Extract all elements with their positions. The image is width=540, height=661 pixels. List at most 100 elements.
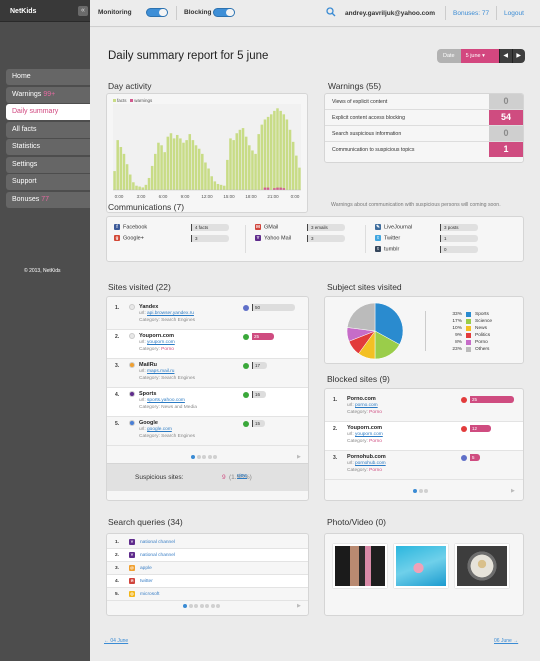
facts-bar (128, 174, 132, 190)
pager-dot[interactable] (424, 489, 428, 493)
date-select[interactable]: 5 june ▾ (460, 49, 499, 63)
site-url-link[interactable]: youporn.com (147, 340, 175, 345)
site-url-link[interactable]: api.browser.yandex.ru (147, 311, 194, 316)
site-url-link[interactable]: youporn.com (355, 432, 383, 437)
facts-bar (257, 134, 260, 190)
warning-row[interactable]: Search suspicious information 0 (325, 126, 523, 142)
sidebar-item-settings[interactable]: Settings (6, 156, 90, 173)
sidebar-item-support[interactable]: Support (6, 174, 90, 190)
next-day-link[interactable]: 06 June → (494, 638, 519, 644)
divider (496, 6, 497, 20)
query-text[interactable]: twitter (140, 579, 153, 584)
legend-percent: 33% (452, 312, 462, 317)
site-row[interactable]: 3. MailRu url: maps.mail.ru Category: Searc… (107, 359, 308, 388)
next-date-button[interactable]: ▶ (511, 49, 525, 63)
communication-item[interactable]: Y Yahoo Mail (255, 235, 291, 241)
communication-item[interactable]: t Twitter (375, 235, 400, 241)
blocked-site-row[interactable]: 3. Pornohub.com url: pornohub.com Category:… (325, 451, 523, 480)
sidebar: NetKids « Home Warnings 99+ Daily summary… (0, 0, 90, 661)
query-text[interactable]: national channel (140, 540, 175, 545)
pager-dot[interactable] (194, 604, 198, 608)
pager-dot[interactable] (213, 455, 217, 459)
communication-item[interactable]: M GMail (255, 224, 278, 230)
sidebar-item-home[interactable]: Home (6, 69, 90, 85)
pager-dot[interactable] (199, 604, 204, 608)
pager-dot[interactable] (205, 604, 209, 608)
sidebar-item-warnings[interactable]: Warnings 99+ (6, 86, 90, 103)
pager-dot[interactable] (196, 455, 201, 459)
communication-name: Google+ (123, 235, 144, 242)
communication-name: Yahoo Mail (264, 235, 292, 242)
site-category: Category: Porno (347, 468, 382, 473)
sidebar-item-bonuses[interactable]: Bonuses 77 (6, 191, 90, 208)
sidebar-item-daily-summary[interactable]: Daily summary (6, 104, 90, 120)
site-row[interactable]: 2. Youporn.com url: youporn.com Category: P… (107, 330, 308, 359)
site-row[interactable]: 1. Yandex url: api.browser.yandex.ru Catego… (107, 301, 308, 330)
site-url-link[interactable]: pornohub.com (355, 461, 386, 466)
site-url-link[interactable]: maps.mail.ru (147, 369, 175, 374)
query-text[interactable]: microsoft (140, 592, 160, 597)
pager-dot[interactable] (202, 455, 206, 459)
communication-item[interactable]: ✎ LiveJournal (375, 224, 412, 230)
sidebar-item-all-facts[interactable]: All facts (6, 121, 90, 138)
query-text[interactable]: national channel (140, 553, 175, 558)
communication-item[interactable]: f Facebook (114, 224, 147, 230)
bonuses-link[interactable]: Bonuses: 77 (453, 10, 490, 17)
site-url-link[interactable]: sports.yahoo.com (147, 398, 185, 403)
pager-dot[interactable] (216, 604, 220, 608)
search-query-row[interactable]: 5. ◎ microsoft (107, 588, 308, 601)
pager-dot[interactable] (188, 604, 193, 608)
blocked-site-row[interactable]: 2. Youporn.com url: youporn.com Category: P… (325, 422, 523, 451)
facebook-icon: f (114, 224, 120, 230)
photo-thumbnail[interactable] (455, 544, 509, 588)
facts-bar (207, 168, 210, 190)
url-prefix: url: (347, 403, 354, 408)
warning-row[interactable]: Views of explicit content 0 (325, 94, 523, 110)
divider (365, 225, 366, 253)
x-tick-label: 12:00 (201, 194, 213, 199)
collapse-sidebar-button[interactable]: « (78, 6, 88, 16)
search-query-row[interactable]: 3. @ apple (107, 562, 308, 575)
monitoring-toggle[interactable] (146, 8, 168, 17)
photo-thumbnail[interactable] (394, 544, 448, 588)
site-row[interactable]: 5. Google url: google.com Category: Search … (107, 417, 308, 446)
warning-row[interactable]: Explicit content access blocking 54 (325, 110, 523, 126)
communication-item[interactable]: t tumblr (375, 246, 399, 252)
next-page-arrow-icon[interactable]: ▶ (297, 603, 301, 609)
pager-dot[interactable] (191, 455, 195, 459)
photo-thumbnail[interactable] (333, 544, 387, 588)
site-favicon-icon (129, 304, 135, 310)
blocked-site-row[interactable]: 1. Porno.com url: porno.com Category: Porno… (325, 393, 523, 422)
next-page-arrow-icon[interactable]: ▶ (511, 488, 515, 494)
gmail-icon: M (255, 224, 261, 230)
pager-dot[interactable] (207, 455, 212, 459)
prev-date-button[interactable]: ◀ (498, 49, 512, 63)
site-row[interactable]: 4. Sports url: sports.yahoo.com Category: N… (107, 388, 308, 417)
pager-dot[interactable] (418, 489, 423, 493)
previous-day-link[interactable]: ← 04 June (104, 638, 129, 644)
search-icon[interactable] (326, 7, 336, 19)
facts-bar (122, 153, 126, 190)
suspicious-sites-bar: Suspicious sites: 9 (1.98%) view (107, 463, 308, 491)
site-url-link[interactable]: google.com (147, 427, 172, 432)
pager-dot[interactable] (210, 604, 215, 608)
site-visit-count: 15 (252, 420, 265, 427)
next-page-arrow-icon[interactable]: ▶ (297, 454, 301, 460)
facts-bar (291, 141, 295, 190)
blocking-toggle[interactable] (213, 8, 235, 17)
facts-bar (295, 155, 298, 190)
site-url-link[interactable]: porno.com (355, 403, 378, 408)
sidebar-item-statistics[interactable]: Statistics (6, 139, 90, 155)
view-suspicious-link[interactable]: view (237, 473, 248, 479)
query-text[interactable]: apple (140, 566, 152, 571)
warning-row[interactable]: Communication to suspicious topics 1 (325, 142, 523, 158)
logout-link[interactable]: Logout (504, 10, 524, 17)
bonuses-badge: 77 (41, 195, 50, 203)
communication-item[interactable]: g Google+ (114, 235, 144, 241)
pager-dot[interactable] (183, 604, 187, 608)
pager-dot[interactable] (413, 489, 417, 493)
